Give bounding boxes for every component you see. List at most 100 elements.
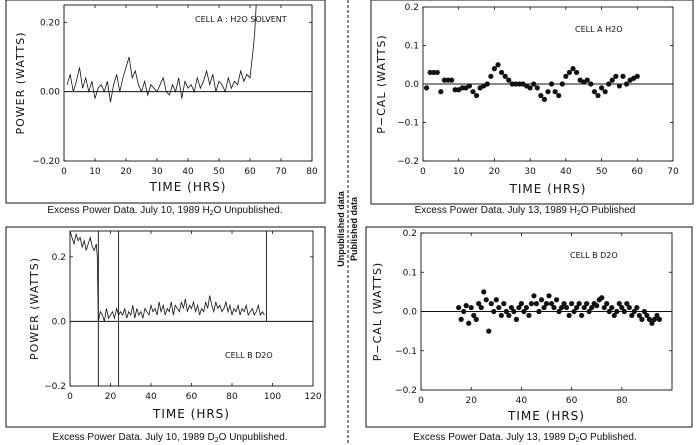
data-point	[559, 81, 565, 87]
data-point	[644, 312, 650, 319]
x-tick-label: 60	[632, 167, 644, 177]
data-point	[541, 96, 548, 102]
data-point	[598, 85, 605, 91]
x-tick-label: 40	[182, 167, 194, 177]
data-point	[476, 301, 482, 307]
y-tick-label: 0.0	[403, 308, 418, 318]
data-point	[573, 69, 580, 76]
y-tick-label: −0.1	[395, 347, 417, 357]
x-tick-label: 10	[453, 167, 465, 177]
y-tick-label: 0.2	[403, 229, 417, 239]
data-point	[614, 308, 620, 315]
data-point	[538, 297, 545, 303]
data-point	[503, 308, 509, 315]
x-tick-label: 80	[226, 392, 238, 402]
panel-frame	[370, 0, 694, 205]
data-point	[513, 81, 519, 87]
data-point	[495, 62, 501, 68]
data-point	[569, 301, 575, 307]
data-point	[526, 312, 532, 319]
data-point	[626, 304, 632, 311]
data-point	[545, 89, 551, 95]
data-point	[548, 301, 555, 307]
data-point	[466, 83, 473, 89]
data-point	[616, 301, 622, 307]
x-tick-label: 60	[186, 392, 198, 402]
x-tick-label: 0	[61, 167, 67, 177]
x-tick-label: 60	[244, 167, 256, 177]
data-point	[606, 308, 612, 315]
data-point	[501, 301, 507, 307]
x-axis-label: TIME (HRS)	[152, 407, 230, 421]
data-point	[470, 89, 476, 95]
data-point	[527, 85, 533, 91]
x-tick-label: 40	[516, 396, 528, 406]
x-tick-label: 30	[151, 167, 163, 177]
cell-annotation: CELL A : H2O SOLVENT	[195, 15, 287, 24]
data-point	[570, 66, 576, 72]
data-point	[502, 73, 508, 79]
data-point	[438, 89, 444, 95]
y-axis-label: P−CAL (WATTS)	[371, 262, 384, 361]
data-point	[584, 77, 590, 83]
x-tick-label: 0	[67, 392, 73, 402]
data-point	[466, 320, 472, 326]
data-point	[656, 316, 663, 322]
x-tick-label: 70	[667, 167, 679, 177]
data-point	[579, 312, 585, 319]
published-divider-label: Published data	[349, 196, 359, 261]
data-point	[518, 301, 525, 307]
data-point	[531, 81, 537, 87]
data-point	[506, 77, 512, 83]
data-point	[431, 69, 437, 76]
data-point	[561, 301, 567, 307]
data-point	[491, 308, 497, 315]
data-point	[491, 66, 498, 72]
data-point	[521, 308, 527, 315]
y-tick-label: 0.2	[52, 253, 66, 263]
data-point	[511, 308, 517, 315]
panel-2: 0 10 20 30 40 50 60 70 −0.2 −0.1 0.0 0.1 0.2 CELL A H…	[370, 0, 694, 217]
data-point	[463, 303, 469, 309]
data-point	[584, 301, 590, 307]
data-point	[651, 316, 658, 322]
data-point	[602, 89, 608, 95]
data-point	[488, 301, 494, 307]
y-tick-label: 0.0	[52, 317, 67, 327]
data-point	[427, 69, 433, 76]
data-point	[636, 312, 642, 319]
data-point	[483, 297, 489, 303]
data-point	[571, 308, 577, 315]
data-point	[484, 81, 490, 87]
panel-1: 0 10 20 30 40 50 60 70 80 −0.20 0.00 0.20 CELL A : H…	[5, 0, 326, 217]
data-point	[445, 77, 451, 83]
data-point	[601, 304, 607, 311]
data-point	[553, 297, 560, 303]
data-point	[448, 77, 455, 83]
data-point	[646, 316, 653, 322]
data-point	[496, 304, 502, 311]
data-point	[516, 81, 523, 87]
y-axis-label: P−CAL (WATTS)	[375, 34, 388, 133]
data-point	[641, 308, 647, 315]
panel-caption: Excess Power Data. July 13, 1989 D2O Pub…	[413, 432, 636, 444]
data-point	[654, 312, 660, 319]
data-point	[456, 304, 462, 311]
data-point	[543, 301, 550, 307]
data-point	[619, 304, 625, 311]
cell-annotation: CELL B D2O	[570, 251, 618, 260]
data-point	[576, 301, 582, 307]
x-tick-label: 70	[275, 167, 287, 177]
data-point	[634, 73, 640, 79]
data-point	[423, 85, 430, 91]
panel-frame	[5, 0, 326, 204]
data-point	[486, 328, 492, 334]
data-point	[536, 308, 542, 315]
data-point	[534, 85, 540, 91]
data-point	[599, 295, 605, 301]
data-point	[513, 316, 519, 322]
x-tick-label: 80	[306, 167, 318, 177]
data-point	[594, 303, 600, 309]
panel-frame	[5, 226, 326, 428]
